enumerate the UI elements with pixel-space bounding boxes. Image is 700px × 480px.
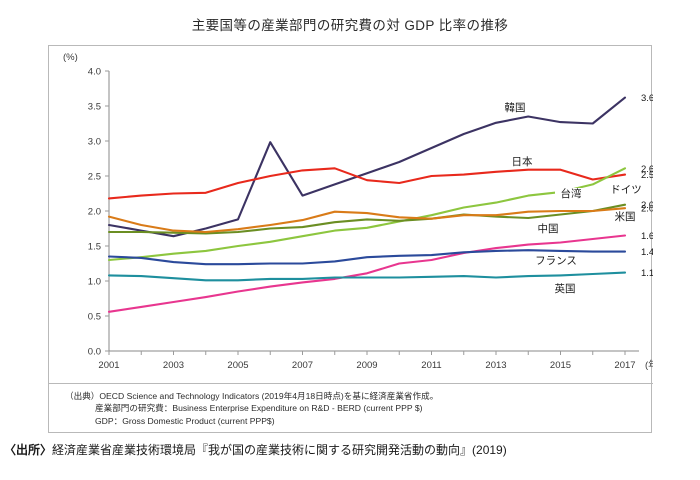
label-backdrop — [532, 223, 564, 235]
x-tick-label: 2005 — [227, 360, 248, 371]
label-backdrop — [499, 102, 531, 114]
label-backdrop — [506, 156, 538, 168]
series-name-label-ドイツ: ドイツ — [610, 184, 642, 196]
bottom-caption-lead: 〈出所〉 — [4, 443, 53, 457]
x-tick-label: 2015 — [550, 360, 571, 371]
x-tick-label: 2001 — [98, 360, 119, 371]
label-backdrop — [609, 211, 641, 223]
series-end-value-米国: 2.04 — [641, 204, 653, 215]
source-note-line-2: 産業部門の研究費：Business Enterprise Expenditure… — [95, 403, 423, 414]
label-backdrop — [549, 283, 581, 295]
x-axis-unit-label: (年) — [645, 359, 653, 371]
x-tick-label: 2009 — [356, 360, 377, 371]
y-tick-label: 4.0 — [88, 67, 101, 78]
series-end-value-韓国: 3.62 — [641, 93, 653, 104]
y-tick-label: 0.0 — [88, 347, 101, 358]
series-end-value-日本: 2.52 — [641, 170, 653, 181]
series-end-value-英国: 1.12 — [641, 268, 653, 279]
series-name-label-台湾: 台湾 — [561, 187, 582, 200]
series-name-label-日本: 日本 — [512, 155, 533, 168]
series-end-value-台湾: 2.61 — [641, 164, 653, 175]
x-tick-label: 2013 — [485, 360, 506, 371]
x-tick-label: 2011 — [421, 360, 441, 371]
y-tick-label: 0.5 — [88, 312, 101, 323]
series-name-label-米国: 米国 — [615, 210, 636, 223]
x-tick-label: 2007 — [292, 360, 313, 371]
chart-plot-area: (%) 0.0 0.5 1.0 1.5 2.0 2.5 3.0 3.5 4.0 2001 2003 2… — [49, 46, 653, 386]
label-backdrop — [555, 188, 587, 200]
y-tick-label: 3.0 — [88, 137, 101, 148]
bottom-caption-text: 経済産業省産業技術環境局『我が国の産業技術に関する研究開発活動の動向』(2019… — [52, 443, 507, 457]
label-backdrop — [540, 255, 572, 267]
page-title: 主要国等の産業部門の研究費の対 GDP 比率の推移 — [191, 18, 509, 33]
series-name-label-韓国: 韓国 — [505, 102, 526, 114]
line-chart: 0.0 0.5 1.0 1.5 2.0 2.5 3.0 3.5 4.0 2001 2003 2005 2… — [88, 67, 653, 372]
y-tick-label: 2.5 — [88, 172, 101, 183]
series-line-中国 — [107, 234, 627, 313]
y-tick-label: 1.0 — [88, 277, 101, 288]
x-tick-label: 2003 — [163, 360, 184, 371]
source-note: （出典）OECD Science and Technology Indicato… — [49, 382, 653, 432]
series-end-value-フランス: 1.42 — [641, 247, 653, 258]
y-axis-unit-label: (%) — [63, 52, 78, 63]
source-note-line-3: GDP：Gross Domestic Product (current PPP$… — [95, 415, 275, 426]
series-line-英国 — [107, 271, 627, 282]
series-line-米国 — [107, 207, 627, 234]
label-backdrop — [610, 184, 642, 196]
x-tick-label: 2017 — [614, 360, 635, 371]
y-tick-label: 3.5 — [88, 102, 101, 113]
series-line-ドイツ — [107, 203, 627, 235]
series-name-label-中国: 中国 — [538, 222, 559, 235]
series-end-value-ドイツ: 2.09 — [641, 200, 653, 211]
source-note-line-1: （出典）OECD Science and Technology Indicato… — [65, 390, 439, 401]
series-end-value-中国: 1.65 — [641, 231, 653, 242]
y-tick-label: 1.5 — [88, 242, 101, 253]
series-line-フランス — [107, 249, 627, 266]
series-name-label-フランス: フランス — [535, 255, 577, 267]
figure-container: (%) 0.0 0.5 1.0 1.5 2.0 2.5 3.0 3.5 4.0 2001 2003 2… — [48, 45, 653, 433]
series-line-日本 — [107, 167, 627, 200]
series-name-label-英国: 英国 — [555, 282, 576, 295]
series-line-台湾 — [107, 167, 627, 262]
bottom-caption: 〈出所〉経済産業省産業技術環境局『我が国の産業技術に関する研究開発活動の動向』(… — [4, 441, 696, 458]
y-tick-label: 2.0 — [88, 207, 101, 218]
